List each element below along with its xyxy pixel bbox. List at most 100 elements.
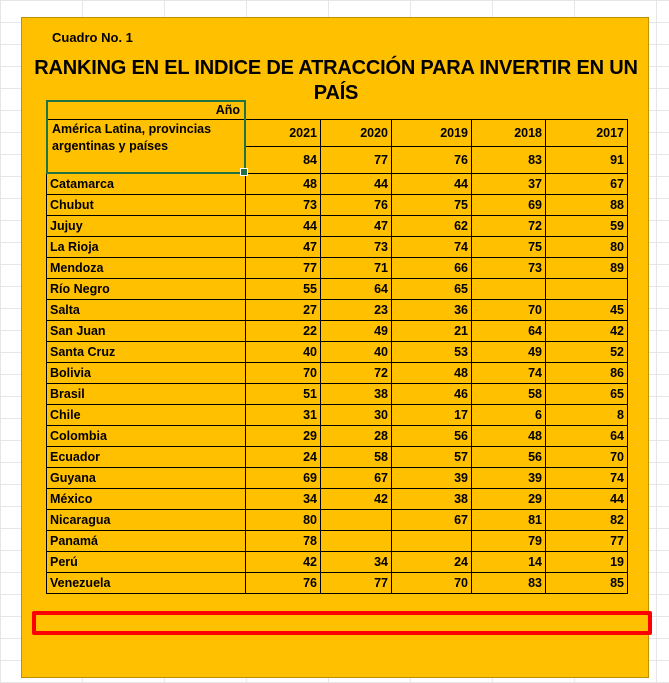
row-label[interactable]: Nicaragua [46,509,246,531]
table-cell[interactable]: 71 [320,257,392,279]
table-cell[interactable] [320,530,392,552]
table-cell[interactable]: 64 [471,320,546,342]
table-cell[interactable] [545,278,628,300]
table-cell[interactable]: 66 [391,257,472,279]
year-header[interactable]: 2020 [320,119,392,147]
row-label[interactable]: La Rioja [46,236,246,258]
table-cell[interactable]: 30 [320,404,392,426]
table-cell[interactable]: 70 [245,362,321,384]
row-label[interactable]: San Juan [46,320,246,342]
row-label[interactable]: Santa Cruz [46,341,246,363]
table-cell[interactable]: 88 [545,194,628,216]
table-cell[interactable]: 17 [391,404,472,426]
table-cell[interactable]: 27 [245,299,321,321]
table-cell[interactable]: 52 [545,341,628,363]
table-cell[interactable]: 49 [320,320,392,342]
table-cell[interactable]: 14 [471,551,546,573]
table-cell[interactable]: 80 [245,509,321,531]
table-cell[interactable]: 75 [391,194,472,216]
table-cell[interactable]: 42 [320,488,392,510]
table-cell[interactable]: 58 [320,446,392,468]
table-cell[interactable]: 70 [391,572,472,594]
table-cell[interactable]: 67 [545,173,628,195]
table-cell[interactable]: 21 [391,320,472,342]
table-cell[interactable]: 70 [471,299,546,321]
table-cell[interactable]: 62 [391,215,472,237]
table-cell[interactable]: 24 [245,446,321,468]
row-label[interactable]: Chubut [46,194,246,216]
row-label[interactable]: Chile [46,404,246,426]
table-cell[interactable] [320,509,392,531]
table-cell[interactable]: 22 [245,320,321,342]
table-cell[interactable]: 77 [545,530,628,552]
table-cell[interactable]: 74 [545,467,628,489]
row-label[interactable]: Perú [46,551,246,573]
table-cell[interactable]: 59 [545,215,628,237]
table-cell[interactable]: 83 [471,572,546,594]
table-cell[interactable]: 65 [545,383,628,405]
table-cell[interactable]: 74 [471,362,546,384]
row-label[interactable]: Ecuador [46,446,246,468]
region-value[interactable]: 84 [245,146,321,174]
table-cell[interactable]: 48 [471,425,546,447]
table-cell[interactable]: 57 [391,446,472,468]
table-cell[interactable]: 53 [391,341,472,363]
table-cell[interactable]: 70 [545,446,628,468]
table-cell[interactable]: 40 [245,341,321,363]
row-label[interactable]: Guyana [46,467,246,489]
table-cell[interactable]: 38 [320,383,392,405]
region-value[interactable]: 77 [320,146,392,174]
table-cell[interactable]: 45 [545,299,628,321]
table-cell[interactable]: 44 [245,215,321,237]
region-value[interactable]: 83 [471,146,546,174]
table-cell[interactable]: 49 [471,341,546,363]
table-cell[interactable]: 58 [471,383,546,405]
table-cell[interactable]: 48 [391,362,472,384]
table-cell[interactable]: 34 [320,551,392,573]
table-cell[interactable]: 36 [391,299,472,321]
year-header[interactable]: 2019 [391,119,472,147]
fill-handle[interactable] [240,168,248,176]
table-cell[interactable]: 78 [245,530,321,552]
table-cell[interactable]: 69 [471,194,546,216]
table-cell[interactable]: 51 [245,383,321,405]
table-cell[interactable]: 65 [391,278,472,300]
table-cell[interactable]: 76 [245,572,321,594]
table-cell[interactable]: 76 [320,194,392,216]
year-header[interactable]: 2017 [545,119,628,147]
table-cell[interactable]: 39 [391,467,472,489]
table-cell[interactable]: 85 [545,572,628,594]
table-cell[interactable]: 31 [245,404,321,426]
table-cell[interactable]: 8 [545,404,628,426]
row-label[interactable]: Colombia [46,425,246,447]
table-cell[interactable]: 46 [391,383,472,405]
table-cell[interactable]: 64 [320,278,392,300]
row-label[interactable]: Río Negro [46,278,246,300]
table-cell[interactable]: 72 [471,215,546,237]
table-cell[interactable]: 38 [391,488,472,510]
row-label[interactable]: Catamarca [46,173,246,195]
table-cell[interactable]: 81 [471,509,546,531]
table-cell[interactable]: 73 [245,194,321,216]
table-cell[interactable]: 79 [471,530,546,552]
table-cell[interactable]: 77 [245,257,321,279]
region-value[interactable]: 91 [545,146,628,174]
table-cell[interactable]: 19 [545,551,628,573]
table-cell[interactable]: 77 [320,572,392,594]
table-cell[interactable]: 23 [320,299,392,321]
row-label[interactable]: México [46,488,246,510]
table-cell[interactable]: 89 [545,257,628,279]
table-cell[interactable]: 47 [320,215,392,237]
table-cell[interactable]: 74 [391,236,472,258]
table-cell[interactable]: 80 [545,236,628,258]
year-header[interactable]: 2021 [245,119,321,147]
table-cell[interactable]: 29 [471,488,546,510]
table-cell[interactable]: 28 [320,425,392,447]
table-cell[interactable]: 42 [545,320,628,342]
table-cell[interactable]: 48 [245,173,321,195]
table-cell[interactable]: 73 [471,257,546,279]
table-cell[interactable] [391,530,472,552]
table-cell[interactable] [471,278,546,300]
table-cell[interactable]: 64 [545,425,628,447]
table-cell[interactable]: 75 [471,236,546,258]
